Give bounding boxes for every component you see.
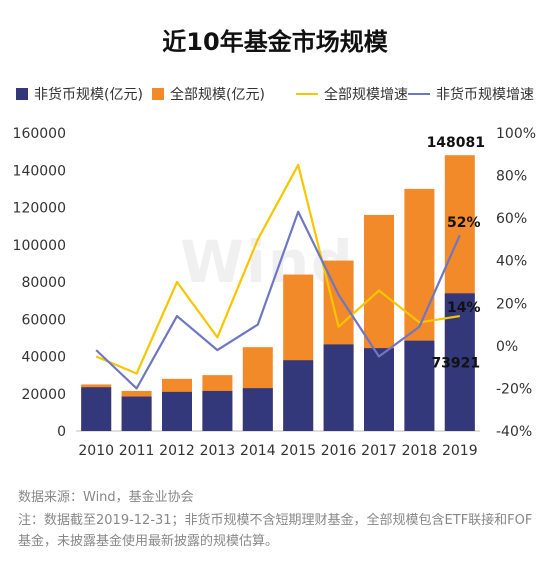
source-text: 数据来源：Wind，基金业协会 <box>18 490 194 505</box>
legend-label-nonmoney-growth: 非货币规模增速 <box>436 87 534 103</box>
data-label-total-2019: 148081 <box>427 135 485 151</box>
y-right-tick-label: 80% <box>496 169 527 185</box>
y-right-tick-label: -40% <box>496 424 532 440</box>
y-right-tick-label: 100% <box>496 126 536 142</box>
y-left-tick-label: 140000 <box>13 163 66 179</box>
legend-swatch-nonmoney <box>16 88 28 100</box>
legend-item-nonmoney: 非货币规模(亿元) <box>16 84 143 104</box>
bar-nonmoney <box>121 396 152 431</box>
y-left-tick-label: 20000 <box>21 387 66 403</box>
y-left-tick-label: 40000 <box>21 350 66 366</box>
y-right-tick-label: -20% <box>496 381 532 397</box>
y-right-tick-label: 20% <box>496 296 527 312</box>
x-tick-label: 2011 <box>119 443 155 459</box>
x-tick-label: 2017 <box>361 443 397 459</box>
data-label-nonmoney-2019: 73921 <box>431 355 480 371</box>
combo-chart: 0 20000 40000 60000 80000 100000 120000 140000 1… <box>13 126 536 459</box>
x-tick-label: 2012 <box>159 443 195 459</box>
legend-swatch-total <box>152 88 164 100</box>
data-label-total-growth-2019: 14% <box>447 300 481 316</box>
y-left-tick-label: 120000 <box>13 201 66 217</box>
chart-legend: 非货币规模(亿元) 全部规模(亿元) 全部规模增速 非货币规模增速 <box>10 84 550 104</box>
x-tick-label: 2018 <box>402 443 438 459</box>
bar-nonmoney <box>162 391 192 431</box>
y-left-tick-label: 160000 <box>13 126 66 142</box>
bar-nonmoney <box>81 387 112 431</box>
x-tick-label: 2013 <box>200 443 236 459</box>
x-tick-label: 2014 <box>240 443 276 459</box>
y-left-tick-label: 80000 <box>21 275 66 291</box>
x-tick-label: 2010 <box>78 443 114 459</box>
legend-line-nonmoney-growth <box>408 93 430 95</box>
y-left-tick-label: 100000 <box>13 238 66 254</box>
x-tick-label: 2015 <box>280 443 316 459</box>
bar-nonmoney <box>242 388 273 431</box>
line-nonmoney-growth <box>95 210 461 390</box>
y-right-tick-label: 0% <box>496 339 518 355</box>
bar-nonmoney <box>283 360 314 431</box>
y-left-tick-label: 60000 <box>21 312 66 328</box>
legend-label-total-growth: 全部规模增速 <box>324 87 408 103</box>
legend-label-total: 全部规模(亿元) <box>170 87 265 103</box>
y-left-tick-label: 0 <box>57 424 66 440</box>
note-text: 注：数据截至2019-12-31；非货币规模不含短期理财基金，全部规模包含ETF… <box>18 513 533 549</box>
chart-title: 近10年基金市场规模 <box>162 28 388 56</box>
legend-item-total-growth: 全部规模增速 <box>296 84 408 104</box>
data-label-nonmoney-growth-2019: 52% <box>447 215 481 231</box>
bar-nonmoney <box>202 390 233 431</box>
y-right-tick-label: 60% <box>496 211 527 227</box>
legend-item-total: 全部规模(亿元) <box>152 84 265 104</box>
bar-nonmoney <box>323 344 354 431</box>
bar-nonmoney <box>364 348 394 431</box>
legend-label-nonmoney: 非货币规模(亿元) <box>34 87 143 103</box>
line-total-growth <box>95 163 460 375</box>
legend-item-nonmoney-growth: 非货币规模增速 <box>408 84 534 104</box>
y-right-tick-label: 40% <box>496 254 527 270</box>
legend-line-total-growth <box>296 93 318 95</box>
x-tick-label: 2019 <box>442 443 478 459</box>
bar-nonmoney <box>404 340 435 431</box>
x-tick-label: 2016 <box>321 443 357 459</box>
